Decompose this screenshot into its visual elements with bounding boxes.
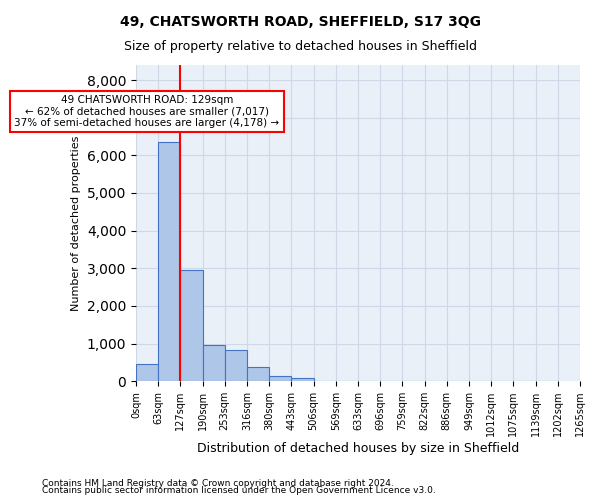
Y-axis label: Number of detached properties: Number of detached properties [71,136,81,311]
Bar [225,350,247,381]
Bar [292,378,314,381]
Bar [203,346,225,381]
Bar [181,270,203,381]
Text: Contains HM Land Registry data © Crown copyright and database right 2024.: Contains HM Land Registry data © Crown c… [42,478,394,488]
Bar [136,364,158,381]
Text: Size of property relative to detached houses in Sheffield: Size of property relative to detached ho… [124,40,476,53]
Bar [269,376,292,381]
Text: 49, CHATSWORTH ROAD, SHEFFIELD, S17 3QG: 49, CHATSWORTH ROAD, SHEFFIELD, S17 3QG [119,15,481,29]
Bar [158,142,181,381]
Text: 49 CHATSWORTH ROAD: 129sqm
← 62% of detached houses are smaller (7,017)
37% of s: 49 CHATSWORTH ROAD: 129sqm ← 62% of deta… [14,95,280,128]
Text: Contains public sector information licensed under the Open Government Licence v3: Contains public sector information licen… [42,486,436,495]
Bar [247,368,269,381]
X-axis label: Distribution of detached houses by size in Sheffield: Distribution of detached houses by size … [197,442,519,455]
